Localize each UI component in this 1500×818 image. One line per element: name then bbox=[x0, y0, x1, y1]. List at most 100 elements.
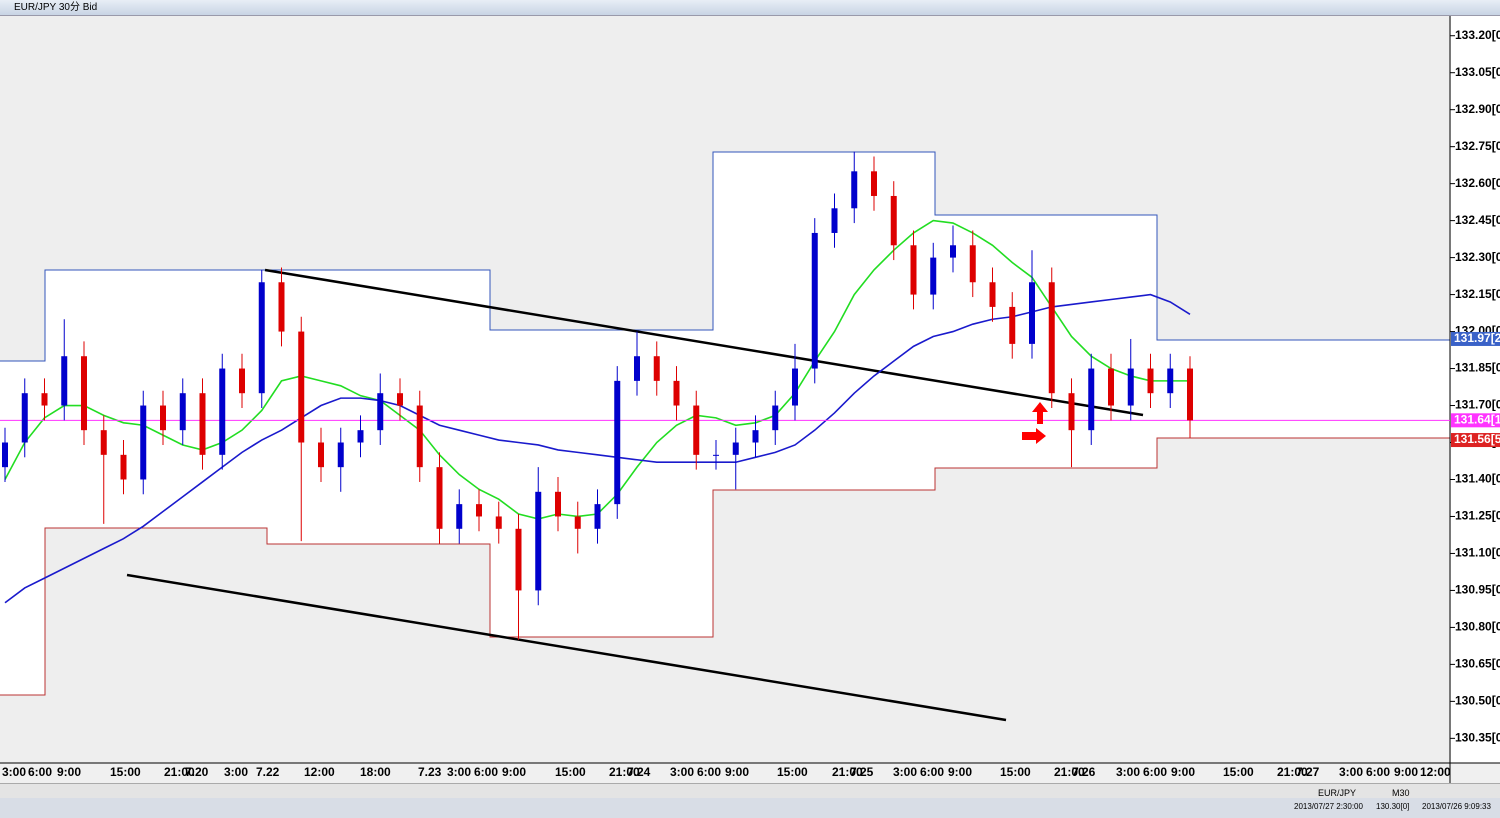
candle-body bbox=[1088, 368, 1095, 431]
candle-body bbox=[950, 245, 956, 258]
price-tag bbox=[1451, 413, 1500, 428]
x-tick-label: 6:00 bbox=[920, 765, 944, 779]
status-bar: EUR/JPY M30 2013/07/27 2:30:00 130.30[0] 2… bbox=[0, 788, 1500, 818]
y-tick-label: 132.30[0 bbox=[1455, 250, 1500, 264]
status-server-time: 2013/07/26 9:09:33 bbox=[1422, 802, 1491, 811]
x-tick-label: 3:00 bbox=[1339, 765, 1363, 779]
x-tick-label: 9:00 bbox=[948, 765, 972, 779]
candle-body bbox=[100, 430, 107, 455]
candle-body bbox=[278, 282, 285, 332]
timeframe[interactable]: M30 bbox=[1392, 788, 1410, 798]
price-tag bbox=[1451, 433, 1500, 448]
candle-body bbox=[1187, 368, 1193, 421]
candle-body bbox=[732, 442, 739, 455]
x-tick-label: 3:00 bbox=[224, 765, 248, 779]
candle-body bbox=[1009, 306, 1016, 344]
arrow-right bbox=[1022, 428, 1046, 444]
candle-body bbox=[1048, 282, 1055, 394]
x-tick-label: 7.24 bbox=[627, 765, 651, 779]
x-tick-label: 6:00 bbox=[28, 765, 52, 779]
x-tick-label: 6:00 bbox=[474, 765, 498, 779]
range-low bbox=[0, 437, 1450, 696]
candle-body bbox=[258, 282, 265, 394]
candle-body bbox=[851, 171, 858, 209]
x-tick-label: 9:00 bbox=[725, 765, 749, 779]
x-tick-label: 9:00 bbox=[1171, 765, 1195, 779]
candle-body bbox=[416, 405, 423, 468]
candle-body bbox=[140, 405, 147, 480]
window-title: EUR/JPY 30分 Bid bbox=[14, 2, 98, 13]
y-tick-label: 130.80[0 bbox=[1455, 620, 1500, 634]
candle-body bbox=[1147, 368, 1154, 394]
y-tick-label: 131.25[0 bbox=[1455, 509, 1500, 523]
x-tick-label: 18:00 bbox=[360, 765, 391, 779]
candle-body bbox=[811, 232, 818, 369]
y-tick-label: 130.95[0 bbox=[1455, 583, 1500, 597]
candle-body bbox=[535, 491, 542, 591]
range-high bbox=[0, 151, 1450, 362]
candle-body bbox=[871, 171, 877, 196]
candle-body bbox=[752, 430, 759, 443]
candle-body bbox=[357, 430, 364, 443]
x-tick-label: 7.27 bbox=[1296, 765, 1320, 779]
candle-body bbox=[634, 356, 640, 381]
candle-body bbox=[377, 393, 384, 431]
x-tick-label: 9:00 bbox=[502, 765, 526, 779]
candle-body bbox=[179, 393, 186, 431]
x-tick-label: 6:00 bbox=[697, 765, 721, 779]
symbol[interactable]: EUR/JPY bbox=[1318, 788, 1357, 798]
candle-body bbox=[1127, 368, 1134, 406]
candle-body bbox=[989, 282, 996, 307]
candle-body bbox=[239, 368, 245, 394]
candle-body bbox=[673, 380, 680, 406]
x-tick-label: 3:00 bbox=[447, 765, 471, 779]
candle-body bbox=[1108, 368, 1114, 406]
candle-body bbox=[81, 356, 87, 431]
candle-body bbox=[61, 356, 68, 406]
status-time: 2013/07/27 2:30:00 bbox=[1294, 802, 1363, 811]
candle-body bbox=[653, 356, 660, 381]
trend-line bbox=[264, 268, 1144, 417]
candle-body bbox=[21, 393, 28, 443]
candle-body bbox=[574, 516, 581, 529]
candle-body bbox=[456, 504, 463, 529]
candle-body bbox=[219, 368, 226, 455]
x-tick-label: 3:00 bbox=[670, 765, 694, 779]
scrollbar[interactable] bbox=[0, 783, 1500, 799]
x-tick-label: 21:00 bbox=[1054, 765, 1085, 779]
price-tag-label: 131.97[2 bbox=[1454, 331, 1500, 345]
y-tick-label: 132.90[0 bbox=[1455, 102, 1500, 116]
y-tick-label: 131.40[0 bbox=[1455, 472, 1500, 486]
y-tick-label: 131.85[0 bbox=[1455, 361, 1500, 375]
candle-body bbox=[713, 454, 719, 456]
arrow-up bbox=[1032, 402, 1048, 424]
x-tick-label: 15:00 bbox=[555, 765, 586, 779]
x-tick-label: 7.20 bbox=[185, 765, 209, 779]
y-tick-label: 133.05[0 bbox=[1455, 65, 1500, 79]
candle-body bbox=[594, 504, 601, 529]
candle-body bbox=[555, 491, 561, 517]
candle-body bbox=[772, 405, 779, 431]
x-tick-label: 21:00 bbox=[164, 765, 195, 779]
candle-body bbox=[1029, 282, 1035, 344]
status-price: 130.30[0] bbox=[1376, 802, 1410, 811]
price-tag-label: 131.56[5 bbox=[1454, 432, 1500, 446]
x-tick-label: 12:00 bbox=[1420, 765, 1451, 779]
y-tick-label: 132.75[0 bbox=[1455, 139, 1500, 153]
y-tick-label: 131.70[0 bbox=[1455, 398, 1500, 412]
x-tick-label: 21:00 bbox=[1277, 765, 1308, 779]
candle-body bbox=[930, 257, 937, 295]
y-tick-label: 133.20[0 bbox=[1455, 28, 1500, 42]
x-tick-label: 7.23 bbox=[418, 765, 442, 779]
y-tick-label: 132.15[0 bbox=[1455, 287, 1500, 301]
x-tick-label: 6:00 bbox=[1143, 765, 1167, 779]
x-tick-label: 9:00 bbox=[57, 765, 81, 779]
candle-body bbox=[476, 504, 482, 517]
x-tick-label: 15:00 bbox=[1000, 765, 1031, 779]
candle-body bbox=[693, 405, 700, 455]
y-tick-label: 131.10[0 bbox=[1455, 546, 1500, 560]
x-tick-label: 15:00 bbox=[110, 765, 141, 779]
trend-line bbox=[126, 573, 1007, 722]
candle-body bbox=[792, 368, 798, 406]
